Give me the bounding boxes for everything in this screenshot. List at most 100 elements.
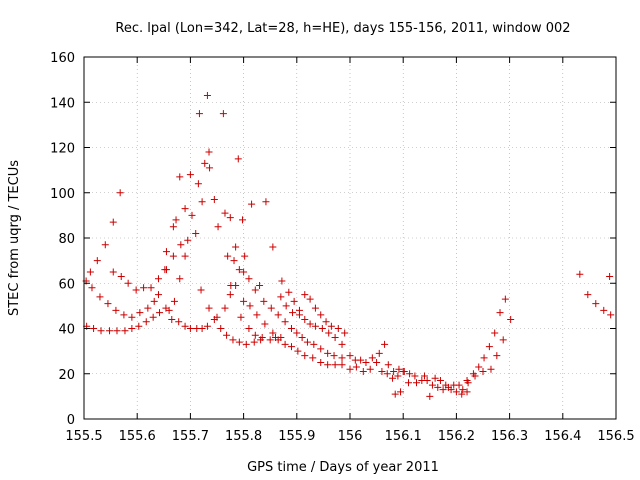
x-tick-label: 155.6 [119,429,156,444]
x-tick-label: 155.7 [172,429,209,444]
data-point [230,257,238,265]
data-point [117,272,125,280]
data-point [260,297,268,305]
data-point [210,196,218,204]
data-point [181,322,189,330]
data-point [176,173,184,181]
data-point [331,334,339,342]
data-point [479,367,487,375]
y-tick-label: 120 [50,142,75,157]
data-point [480,354,488,362]
data-point [287,343,295,351]
data-point [442,381,450,389]
data-point [214,223,222,231]
data-point [124,279,132,287]
data-point [156,309,164,317]
data-point [203,91,211,99]
data-point [606,272,614,280]
data-point [235,338,243,346]
data-point [201,159,209,167]
data-point [381,340,389,348]
data-point [241,252,249,260]
data-point [439,386,447,394]
data-point [128,313,136,321]
data-point [287,325,295,332]
data-point [205,148,213,156]
x-tick-label: 156.4 [544,429,581,444]
chart-title: Rec. lpal (Lon=342, Lat=28, h=HE), days … [115,21,570,36]
data-point [248,200,256,208]
data-point [306,320,314,328]
data-point [391,390,399,398]
data-point [104,300,112,308]
data-point [428,381,436,389]
data-point [101,241,109,249]
data-point [331,361,339,369]
x-tick-label: 155.5 [65,429,102,444]
data-point [113,327,121,335]
data-point [317,311,325,319]
data-point [234,155,242,163]
data-point [86,268,94,276]
data-point [485,343,493,351]
data-point [420,372,428,380]
data-point [397,388,405,396]
data-point [269,329,277,337]
data-point [576,270,584,278]
data-point [324,349,332,357]
data-point [434,383,442,391]
data-point [327,322,335,330]
data-point [219,110,227,118]
data-point [318,325,326,332]
x-tick-label: 156.2 [438,429,475,444]
data-point [112,306,120,314]
data-point [96,293,104,301]
data-point [298,334,306,342]
data-point [149,313,157,321]
data-point [224,252,232,260]
data-point [253,311,261,319]
data-point [405,379,413,387]
data-point [281,340,289,348]
data-point [411,372,419,380]
data-point [285,288,293,296]
y-tick-label: 40 [58,323,75,338]
data-points-layer [82,91,615,400]
data-point [229,336,237,344]
data-point [116,189,124,197]
data-point [181,252,189,260]
data-point [334,325,342,332]
data-point [431,374,439,382]
data-point [491,329,499,337]
data-point [487,365,495,373]
data-point [184,236,192,244]
data-point [246,302,254,310]
data-point [140,284,148,292]
data-point [311,304,319,312]
x-tick-label: 156.3 [491,429,528,444]
data-point [390,367,398,375]
data-point [274,311,282,319]
data-point [338,340,346,348]
data-point [338,354,346,362]
data-point [306,295,314,303]
data-point [447,386,455,394]
data-point [194,180,202,188]
data-point [375,349,383,357]
data-point [168,315,176,323]
data-point [282,302,290,310]
x-tick-labels: 155.5 155.6 155.7 155.8 155.9 156 156.1 156.2 15… [65,429,634,444]
x-tick-label: 155.9 [278,429,315,444]
data-point [607,311,615,319]
y-tick-label: 60 [58,277,75,292]
data-point [501,295,509,303]
data-point [142,318,150,326]
data-point [88,284,96,292]
data-point [106,327,114,335]
x-tick-label: 156.1 [385,429,422,444]
data-point [406,370,414,378]
data-point [258,334,266,342]
data-point [239,216,247,224]
data-point [277,293,285,301]
